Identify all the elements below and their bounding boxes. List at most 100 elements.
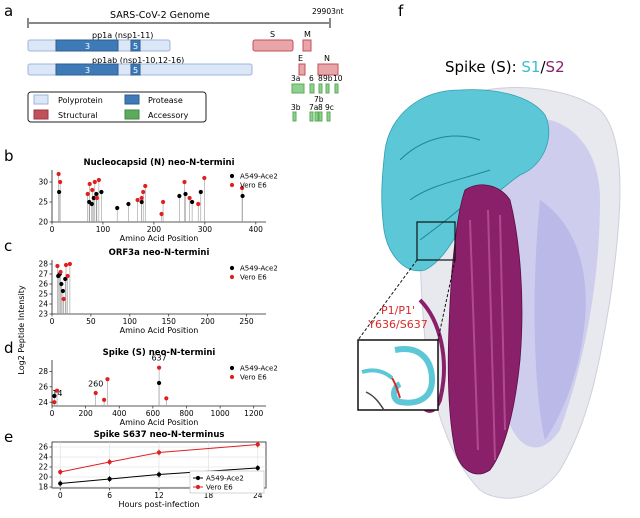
inset-label-cleavage: Y636/S637 [367,318,427,331]
chart-e-y-tick-label: 18 [38,483,48,492]
gene-7a-label: 7a [309,103,318,112]
gene-9b [325,83,330,94]
chart-e-legend-label: A549-Ace2 [206,475,244,483]
chart-d-y-tick-label: 28 [38,367,48,376]
chart-c-legend-marker [229,265,235,271]
spike-protomer-3 [534,200,586,440]
inset-label-p1: P1/P1' [381,304,415,317]
chart-c-legend-marker [229,274,235,280]
inset-s1-strand [361,368,394,380]
gene-3b-label: 3b [291,103,301,112]
chart-c-point-vero [65,273,70,279]
chart-c-x-tick-label: 200 [200,317,215,326]
chart-c-point-vero [61,296,66,302]
chart-c-x-tick-label: 150 [162,317,177,326]
chart-d-x-tick-label: 200 [78,409,93,418]
panel-letter-b: b [4,147,14,165]
gene-10 [334,83,339,94]
chart-d-point-vero [102,397,107,402]
chart-b-point-vero [135,197,140,203]
pp1a-protease-3-label: 3 [85,42,90,51]
legend-polyprotein-label: Polyprotein [58,96,103,105]
chart-b-point-a549 [198,189,203,195]
chart-c-point-vero [63,262,69,268]
chart-e-x-axis-label: Hours post-infection [119,500,200,509]
pp1ab-protease-5-label: 5 [133,66,138,75]
gene-9c-label: 9c [325,103,334,112]
chart-c-x-tick-label: 50 [86,317,96,326]
chart-d-x-tick-label: 800 [179,409,194,418]
chart-c-point-a549 [59,281,64,287]
chart-b-point-vero [187,195,192,201]
chart-b-point-vero [90,187,95,193]
chart-b-x-tick-label: 100 [96,225,111,234]
chart-e-legend-box [189,470,265,494]
inset-cleavage-site [391,377,401,399]
chart-d-x-tick-label: 0 [50,409,55,418]
chart-c-y-tick-label: 26 [38,280,48,289]
gene-S [252,39,294,52]
chart-d-y-tick-label: 24 [38,398,48,407]
chart-d-point-vero [156,365,162,370]
chart-b-x-tick-label: 0 [50,225,55,234]
spike-s2-helices [469,209,506,461]
chart-b-point-a549 [126,201,131,207]
chart-d-point-vero [164,396,169,401]
chart-d-point-a549 [52,393,57,399]
chart-e-legend-marker [195,484,201,490]
chart-d-point-vero [52,400,57,405]
gene-3a [291,83,305,94]
chart-c-y-tick-label: 24 [38,300,48,309]
panel-letter-c: c [4,237,12,255]
genome-map: SARS-CoV-2 Genome 29903nt pp1a (nsp1-11)… [27,7,344,123]
chart-b-point-vero [85,191,90,197]
chart-b-point-vero [182,179,187,185]
chart-b-point-vero [159,211,164,217]
chart-e-x-tick-label: 12 [154,491,164,500]
gene-S-label: S [270,30,275,39]
gene-10-label: 10 [333,74,343,83]
structure-title-slash: / [540,58,546,76]
chart-e-x-tick-label: 0 [58,491,63,500]
chart-d-legend-label: A549-Ace2 [240,365,278,373]
panel-letter-e: e [4,428,13,446]
chart-d-legend-label: Vero E6 [240,374,267,382]
chart-b-y-tick-label: 25 [38,198,48,207]
chart-b-legend-marker [229,173,235,179]
chart-b-point-a549 [139,199,144,205]
chart-b-point-a549 [183,191,188,197]
chart-d-annotation: 260 [88,380,103,389]
chart-d-point-a549 [156,380,162,386]
chart-b-point-a549 [57,189,62,195]
legend-polyprotein-swatch [33,94,49,105]
chart-d-annotation: 14 [52,389,62,398]
shared-y-axis-label: Log2 Peptide Intensity [17,285,26,374]
chart-b-point-a549 [177,193,182,199]
gene-9b-label: 9b [323,74,333,83]
chart-e-y-tick-label: 20 [38,473,48,482]
chart-b-point-a549 [89,201,94,207]
panel-letter-a: a [4,2,13,20]
chart-e-legend-marker [195,475,201,481]
chart-d-x-tick-label: 1000 [211,409,230,418]
legend-accessory-swatch [124,109,140,120]
pp1ab-protease-5 [130,63,141,76]
chart-d-x-tick-label: 400 [112,409,127,418]
pp1a-protease-3 [55,39,119,52]
chart-d-title: Spike (S) neo-N-termini [103,348,216,358]
chart-d-annotation: 637 [151,354,166,363]
chart-e-y-tick-label: 26 [38,443,48,452]
chart-e-legend-label: Vero E6 [206,484,233,492]
panel-letter-f: f [398,2,404,20]
legend-protease-label: Protease [148,96,183,105]
chart-b-y-tick-label: 20 [38,218,48,227]
chart-c-point-vero [58,269,63,275]
chart-b-point-vero [202,175,207,181]
chart-c-x-tick-label: 100 [123,317,138,326]
chart-b-title: Nucleocapsid (N) neo-N-termini [83,158,234,168]
chart-c-title: ORF3a neo-N-termini [109,248,210,258]
chart-d-x-tick-label: 1200 [244,409,263,418]
gene-N-label: N [324,54,330,63]
chart-b-point-vero [94,195,99,201]
